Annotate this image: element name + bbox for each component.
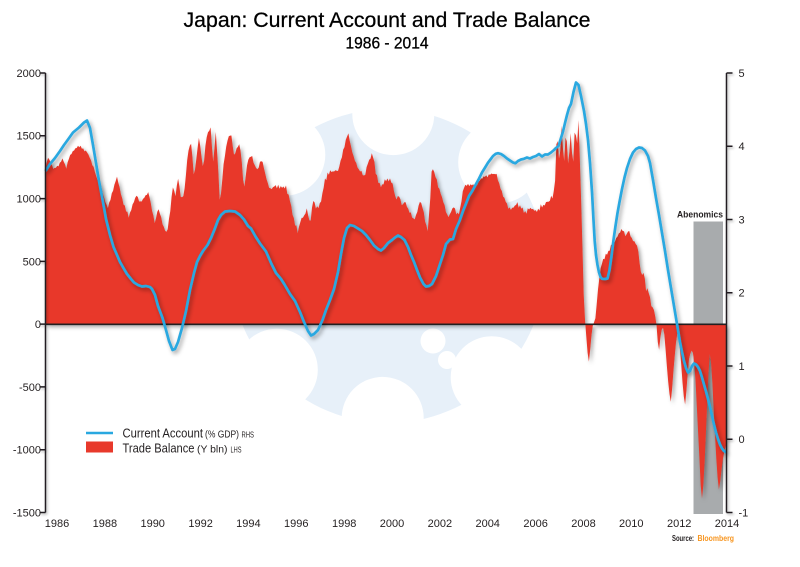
svg-text:1992: 1992 xyxy=(188,518,212,530)
svg-text:2006: 2006 xyxy=(523,518,547,530)
svg-text:RHS: RHS xyxy=(242,431,255,440)
svg-text:2008: 2008 xyxy=(571,518,595,530)
svg-text:2014: 2014 xyxy=(715,518,739,530)
svg-text:Bloomberg: Bloomberg xyxy=(698,533,735,543)
svg-text:0: 0 xyxy=(739,434,745,446)
svg-text:-1500: -1500 xyxy=(13,507,41,519)
svg-text:1988: 1988 xyxy=(93,518,117,530)
svg-text:Current Account: Current Account xyxy=(123,426,204,441)
svg-text:(Y bln): (Y bln) xyxy=(197,444,228,456)
svg-text:2002: 2002 xyxy=(428,518,452,530)
svg-text:1998: 1998 xyxy=(332,518,356,530)
svg-text:-500: -500 xyxy=(19,382,41,394)
svg-text:1500: 1500 xyxy=(17,131,41,143)
svg-text:1996: 1996 xyxy=(284,518,308,530)
svg-text:-1: -1 xyxy=(739,507,749,519)
svg-text:Abenomics: Abenomics xyxy=(677,210,723,221)
svg-text:500: 500 xyxy=(23,256,41,268)
svg-text:Source:: Source: xyxy=(672,533,694,543)
svg-text:-1000: -1000 xyxy=(13,445,41,457)
svg-text:1994: 1994 xyxy=(236,518,260,530)
svg-text:5: 5 xyxy=(739,68,745,80)
svg-text:1000: 1000 xyxy=(17,194,41,206)
svg-text:Trade Balance: Trade Balance xyxy=(123,441,195,456)
svg-text:2000: 2000 xyxy=(17,68,41,80)
svg-text:2012: 2012 xyxy=(667,518,691,530)
svg-text:4: 4 xyxy=(739,141,745,153)
svg-text:2: 2 xyxy=(739,288,745,300)
svg-text:1986: 1986 xyxy=(45,518,69,530)
svg-text:0: 0 xyxy=(35,319,41,331)
svg-text:1: 1 xyxy=(739,361,745,373)
svg-text:(% GDP): (% GDP) xyxy=(205,429,239,441)
svg-text:3: 3 xyxy=(739,214,745,226)
svg-text:LHS: LHS xyxy=(231,446,242,455)
svg-text:1986 - 2014: 1986 - 2014 xyxy=(346,35,429,53)
svg-text:2004: 2004 xyxy=(475,518,499,530)
svg-text:1990: 1990 xyxy=(140,518,164,530)
svg-text:2000: 2000 xyxy=(380,518,404,530)
svg-text:Japan: Current Account and Tra: Japan: Current Account and Trade Balance xyxy=(184,9,591,32)
svg-text:2010: 2010 xyxy=(619,518,643,530)
